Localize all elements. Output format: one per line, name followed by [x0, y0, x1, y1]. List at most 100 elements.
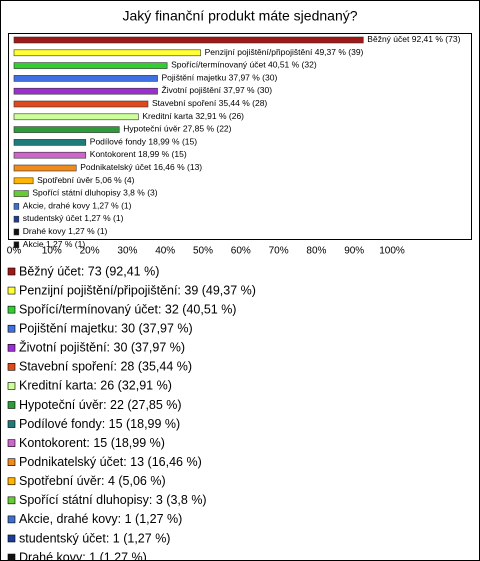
- category-label: Hypoteční úvěr: [123, 124, 180, 134]
- category-label: Spořící státní dluhopisy: [32, 188, 121, 198]
- legend-label: Akcie, drahé kovy: 1 (1,27 %): [19, 512, 182, 526]
- category-label: Spotřební úvěr: [37, 175, 93, 185]
- bar-label: studentský účet 1,27 % (1): [23, 213, 124, 223]
- legend-label: Penzijní pojištění/připojištění: 39 (49,…: [19, 283, 256, 297]
- category-label: Podnikatelský účet: [80, 162, 152, 172]
- value-label: 5,06 % (4): [95, 175, 134, 185]
- legend-label: Spořící/termínovaný účet: 32 (40,51 %): [19, 302, 236, 316]
- value-label: 35,44 % (28): [219, 98, 268, 108]
- legend-label: Podnikatelský účet: 13 (16,46 %): [19, 455, 202, 469]
- value-label: 49,37 % (39): [315, 47, 364, 57]
- bar-label: Drahé kovy 1,27 % (1): [23, 226, 108, 236]
- x-tick-label: 90%: [344, 246, 364, 257]
- bar: [13, 151, 87, 159]
- bar-label: Životní pojištění 37,97 % (30): [162, 85, 273, 95]
- value-label: 18,99 % (15): [138, 149, 187, 159]
- bar: [13, 228, 20, 236]
- legend-label: Běžný účet: 73 (92,41 %): [19, 264, 159, 278]
- category-label: Životní pojištění: [162, 85, 222, 95]
- x-tick-label: 0%: [7, 246, 22, 257]
- bar: [13, 113, 139, 121]
- category-label: Penzijní pojištění/připojištění: [205, 47, 313, 57]
- bar: [13, 203, 20, 210]
- value-label: 37,97 % (30): [223, 85, 272, 95]
- legend-swatch: [7, 267, 16, 276]
- x-tick-label: 50%: [193, 246, 213, 257]
- x-tick-label: 60%: [231, 246, 251, 257]
- legend-label: Podílové fondy: 15 (18,99 %): [19, 417, 180, 431]
- plot-frame: [8, 33, 472, 240]
- bar-label: Podílové fondy 18,99 % (15): [90, 137, 197, 147]
- legend-swatch: [7, 458, 16, 467]
- x-tick-label: 70%: [269, 246, 289, 257]
- value-label: 37,97 % (30): [229, 73, 278, 83]
- x-tick-label: 100%: [379, 246, 405, 257]
- legend-swatch: [7, 420, 16, 428]
- category-label: Spořící/termínovaný účet: [171, 60, 266, 70]
- x-tick-label: 10%: [42, 246, 62, 257]
- bar: [13, 215, 20, 223]
- category-label: Kontokorent: [90, 149, 136, 159]
- bar-label: Akcie 1,27 % (1): [23, 239, 86, 249]
- bar-label: Akcie, drahé kovy 1,27 % (1): [23, 201, 132, 211]
- value-label: 92,41 % (73): [412, 34, 461, 44]
- bar-label: Kreditní karta 32,91 % (26): [142, 111, 244, 121]
- bar-label: Pojištění majetku 37,97 % (30): [162, 73, 278, 83]
- value-label: 1,27 % (1): [92, 201, 131, 211]
- bar: [13, 139, 87, 146]
- value-label: 1,27 % (1): [46, 239, 85, 249]
- legend-label: Hypoteční úvěr: 22 (27,85 %): [19, 398, 182, 412]
- bar-label: Kontokorent 18,99 % (15): [90, 149, 187, 159]
- legend-swatch: [7, 324, 16, 333]
- bar-label: Spořící státní dluhopisy 3,8 % (3): [32, 188, 157, 198]
- category-label: Akcie, drahé kovy: [23, 201, 91, 211]
- x-tick-label: 40%: [155, 246, 175, 257]
- category-label: Pojištění majetku: [162, 73, 227, 83]
- legend-label: Životní pojištění: 30 (37,97 %): [19, 340, 185, 355]
- category-label: Kreditní karta: [142, 111, 193, 121]
- bar-label: Běžný účet 92,41 % (73): [367, 34, 460, 44]
- category-label: Stavební spoření: [152, 98, 217, 108]
- category-label: studentský účet: [23, 213, 83, 223]
- x-tick-label: 20%: [80, 246, 100, 257]
- legend-label: Kreditní karta: 26 (32,91 %): [19, 379, 172, 393]
- bar: [13, 100, 149, 108]
- legend-swatch: [7, 477, 16, 486]
- bar: [13, 126, 120, 133]
- legend-label: studentský účet: 1 (1,27 %): [19, 531, 170, 545]
- legend-swatch: [7, 534, 16, 543]
- value-label: 40,51 % (32): [268, 60, 317, 70]
- x-tick-label: 30%: [117, 246, 137, 257]
- category-label: Běžný účet: [367, 34, 410, 44]
- bar: [13, 62, 168, 69]
- value-label: 1,27 % (1): [84, 213, 123, 223]
- bar: [13, 241, 20, 249]
- bar-label: Spořící/termínovaný účet 40,51 % (32): [171, 60, 317, 70]
- legend-swatch: [7, 553, 16, 561]
- legend-swatch: [7, 363, 16, 371]
- legend-swatch: [7, 305, 16, 314]
- value-label: 3,8 % (3): [123, 188, 158, 198]
- chart-title: Jaký finanční produkt máte sjednaný?: [122, 8, 357, 24]
- bar-label: Hypoteční úvěr 27,85 % (22): [123, 124, 231, 134]
- legend-label: Kontokorent: 15 (18,99 %): [19, 436, 165, 450]
- legend-swatch: [7, 401, 16, 409]
- bar: [13, 164, 77, 172]
- bar-label: Spotřební úvěr 5,06 % (4): [37, 175, 135, 185]
- bar-label: Penzijní pojištění/připojištění 49,37 % …: [205, 47, 364, 57]
- legend-label: Drahé kovy: 1 (1,27 %): [19, 550, 147, 561]
- bar-label: Stavební spoření 35,44 % (28): [152, 98, 267, 108]
- bar-label: Podnikatelský účet 16,46 % (13): [80, 162, 202, 172]
- bar: [13, 177, 34, 185]
- bar: [13, 49, 201, 57]
- bar: [13, 75, 158, 82]
- category-label: Podílové fondy: [90, 137, 147, 147]
- legend-swatch: [7, 382, 16, 390]
- legend-swatch: [7, 515, 16, 524]
- legend-swatch: [7, 439, 16, 447]
- value-label: 1,27 % (1): [68, 226, 107, 236]
- legend-swatch: [7, 286, 16, 295]
- legend-swatch: [7, 343, 16, 352]
- bar: [13, 36, 364, 44]
